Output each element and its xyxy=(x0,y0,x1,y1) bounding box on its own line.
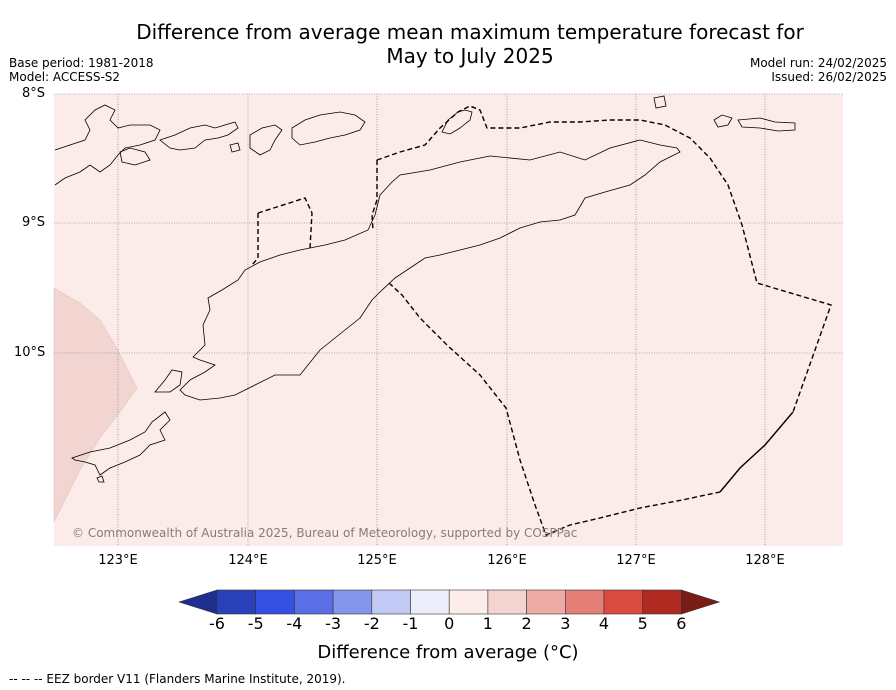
lon-label-126e: 126°E xyxy=(487,553,527,568)
eez-border-oecusse xyxy=(257,197,313,249)
eez-border-south xyxy=(388,282,721,536)
lat-label-9s: 9°S xyxy=(22,215,46,230)
model-run: Model run: 24/02/2025 xyxy=(749,56,887,70)
eez-footnote: -- -- -- EEZ border V11 (Flanders Marine… xyxy=(9,672,346,686)
colorbar-tick-label: 0 xyxy=(444,614,455,633)
meta-right: Model run: 24/02/2025 Issued: 26/02/2025 xyxy=(750,56,887,84)
colorbar-tick-label: 2 xyxy=(521,614,532,633)
colorbar-tick-label: -6 xyxy=(209,614,225,633)
coastline-timor xyxy=(179,139,681,401)
coastlines xyxy=(54,95,796,483)
model-name: Model: ACCESS-S2 xyxy=(9,70,121,84)
lon-label-127e: 127°E xyxy=(616,553,656,568)
colorbar-tick-label: -3 xyxy=(325,614,342,633)
colorbar xyxy=(178,589,721,615)
colorbar-tick-label: -5 xyxy=(247,614,264,633)
colorbar-segment xyxy=(255,589,295,615)
coastline-island-h xyxy=(737,117,796,132)
gridlines xyxy=(54,93,843,546)
lat-label-8s: 8°S xyxy=(22,86,46,101)
colorbar-segment xyxy=(410,589,450,615)
colorbar-segment xyxy=(216,589,257,615)
colorbar-tick-label: 3 xyxy=(560,614,571,633)
lon-label-123e: 123°E xyxy=(98,553,138,568)
colorbar-segment xyxy=(487,589,527,615)
colorbar-tick-label: 1 xyxy=(482,614,493,633)
colorbar-extend-low xyxy=(178,589,218,615)
coastline-rote xyxy=(154,369,183,393)
meta-left: Base period: 1981-2018 Model: ACCESS-S2 xyxy=(9,56,154,84)
colorbar-tick-label: 4 xyxy=(598,614,610,633)
colorbar-segment xyxy=(564,589,605,615)
issued-date: Issued: 26/02/2025 xyxy=(771,70,887,84)
lon-label-125e: 125°E xyxy=(357,553,397,568)
colorbar-segment xyxy=(603,589,644,615)
eez-border-west xyxy=(371,160,378,231)
eez-border-solid-segment xyxy=(719,411,794,493)
eez-border-oecusse-west xyxy=(251,213,259,266)
coastline-island-d xyxy=(291,111,366,146)
coastline-island-a xyxy=(159,121,239,151)
coastline-island-c xyxy=(249,124,283,156)
coastline-island-f xyxy=(653,95,667,109)
colorbar-tick-label: -2 xyxy=(363,614,380,633)
colorbar-segment xyxy=(526,589,566,615)
colorbar-extend-high xyxy=(681,589,721,615)
lon-label-128e: 128°E xyxy=(745,553,785,568)
lat-label-10s: 10°S xyxy=(14,345,46,360)
colorbar-tick-label: -1 xyxy=(402,614,419,633)
map-background xyxy=(54,94,843,546)
eez-border-east-timor xyxy=(376,105,832,413)
coastline-island-j xyxy=(96,475,105,483)
warmer-anomaly-patch xyxy=(53,287,138,523)
eez-borders xyxy=(251,105,832,536)
title-line-1: Difference from average mean maximum tem… xyxy=(136,20,804,44)
colorbar-tick-label: 5 xyxy=(637,614,648,633)
colorbar-title: Difference from average (°C) xyxy=(317,642,579,663)
colorbar-segment xyxy=(448,589,489,615)
colorbar-segment xyxy=(332,589,373,615)
coastline-island-g xyxy=(713,114,733,128)
lon-label-124e: 124°E xyxy=(228,553,268,568)
base-period: Base period: 1981-2018 xyxy=(9,56,154,70)
title-line-2: May to July 2025 xyxy=(386,44,554,68)
colorbar-tick-label: -4 xyxy=(286,614,303,633)
colorbar-tick-label: 6 xyxy=(676,614,687,633)
coastline-island-e xyxy=(229,142,241,153)
copyright-notice: © Commonwealth of Australia 2025, Bureau… xyxy=(72,526,578,540)
coastline-island-i xyxy=(71,411,171,476)
colorbar-segment xyxy=(371,589,411,615)
chart-title: Difference from average mean maximum tem… xyxy=(90,20,850,68)
coastline-island-b xyxy=(119,147,151,166)
colorbar-segment xyxy=(642,589,682,615)
coastline-alor xyxy=(54,104,161,186)
colorbar-segment xyxy=(294,589,334,615)
